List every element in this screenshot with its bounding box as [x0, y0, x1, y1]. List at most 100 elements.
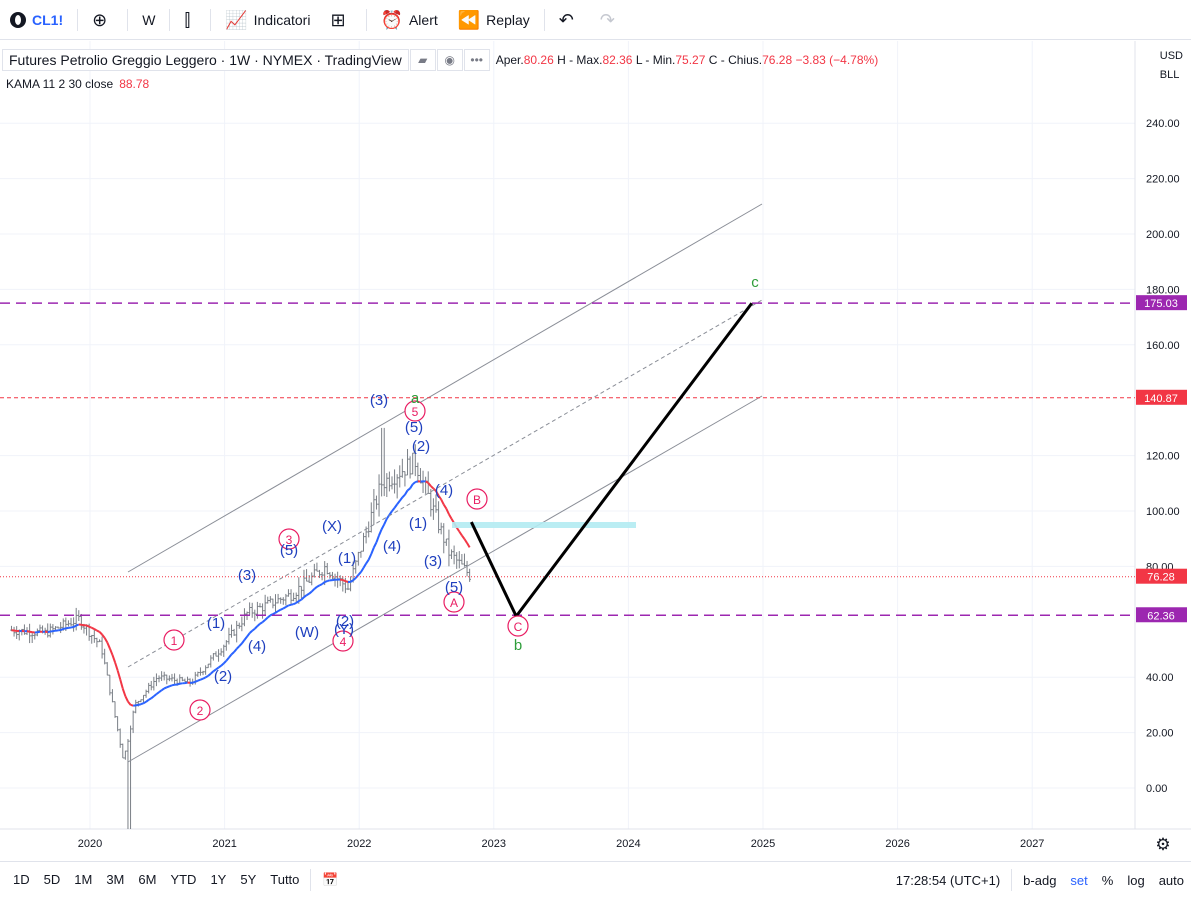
source-code-button[interactable]: ▰ [409, 49, 436, 71]
layouts-button[interactable]: ⊞ [320, 0, 361, 40]
price-axis[interactable]: 240.00 220.00 200.00 180.00 160.00 120.00 100.… [1136, 118, 1187, 795]
log-toggle[interactable]: log [1127, 872, 1145, 888]
alarm-clock-icon: ⏰ [380, 9, 403, 30]
kama-line [140, 702, 144, 706]
wave-circle [163, 629, 185, 651]
kama-line [207, 672, 212, 677]
kama-line [391, 507, 396, 512]
price-badge [1136, 607, 1187, 623]
kama-line [282, 606, 287, 610]
kama-line [435, 490, 440, 497]
chart-type-button[interactable]: ⫿ [174, 0, 206, 40]
kama-line [155, 691, 160, 695]
kama-line [383, 518, 388, 525]
adjust-toggle[interactable]: b-adg [1023, 872, 1057, 888]
wave-labels: 1 2 3 4 5 A B C (1) (2) (3) (4) (5) (1) (2) (3) (4) (5) (W… [163, 274, 759, 721]
kama-line [215, 666, 220, 671]
kama-line [212, 668, 217, 673]
session-toggle[interactable]: set [1070, 872, 1088, 888]
kama-line [269, 613, 274, 617]
kama-line [220, 662, 225, 667]
range-6m[interactable]: 6M [138, 872, 157, 887]
wave-label: 2 [197, 704, 204, 718]
top-toolbar: CL1! ⊕ W ⫿ 📈 Indicatori ⊞ ⏰ Alert ⏪ Repl… [0, 0, 1191, 40]
kama-line [448, 513, 453, 520]
range-3m[interactable]: 3M [106, 872, 125, 887]
kama-line [230, 651, 235, 656]
price-tick: 0.00 [1146, 783, 1167, 795]
currency-label[interactable]: USD [1159, 50, 1183, 62]
redo-button[interactable]: ↷ [590, 0, 631, 40]
wave-label: (3) [424, 553, 442, 570]
wave-label: (Y) [334, 621, 354, 638]
alert-button[interactable]: ⏰ Alert [371, 0, 448, 40]
open-label: Aper. [495, 53, 524, 67]
kama-line [251, 627, 256, 632]
indicator-legend[interactable]: KAMA 11 2 30 close 88.78 [6, 77, 149, 91]
kama-line [388, 510, 393, 516]
kama-line [228, 653, 233, 659]
range-tutto[interactable]: Tutto [270, 872, 300, 887]
kama-line [290, 603, 294, 606]
range-1y[interactable]: 1Y [210, 872, 227, 887]
indicators-label: Indicatori [253, 11, 311, 28]
kama-line [324, 580, 328, 583]
kama-line [461, 534, 466, 540]
interval-button[interactable]: W [142, 11, 156, 28]
kama-line [398, 496, 404, 502]
toolbar-divider [210, 8, 212, 31]
time-axis[interactable]: 2020 2021 2022 2023 2024 2025 2026 2027 [78, 838, 1045, 850]
legend-title[interactable]: Futures Petrolio Greggio Leggero · 1W · … [2, 49, 409, 71]
indicator-name: KAMA 11 2 30 close [6, 77, 114, 91]
kama-line [26, 630, 30, 633]
range-1m[interactable]: 1M [74, 872, 93, 887]
clock[interactable]: 17:28:54 (UTC+1) [895, 872, 1001, 888]
calendar-icon: 📅 [322, 871, 339, 887]
wave-label: b [514, 637, 522, 654]
symbol-search[interactable]: CL1! [0, 0, 73, 40]
more-icon: ••• [470, 53, 483, 67]
replay-button[interactable]: ⏪ Replay [448, 0, 540, 40]
price-badge [1136, 389, 1187, 405]
kama-line [210, 670, 215, 675]
time-tick: 2020 [78, 838, 102, 850]
undo-button[interactable]: ↶ [549, 0, 590, 40]
range-1d[interactable]: 1D [13, 872, 30, 887]
more-button[interactable]: ••• [463, 49, 490, 71]
kama-line [313, 586, 318, 590]
kama-line [192, 680, 196, 684]
kama-line [455, 527, 461, 533]
kama-line [130, 703, 134, 707]
currency-unit[interactable]: USD BLL [1160, 47, 1183, 85]
visibility-button[interactable]: ◉ [436, 49, 463, 71]
compare-button[interactable]: ⊕ [82, 0, 123, 40]
time-tick: 2025 [751, 838, 775, 850]
indicator-value: 88.78 [119, 77, 150, 91]
auto-toggle[interactable]: auto [1158, 872, 1184, 888]
symbol-logo-icon [10, 11, 26, 28]
kama-line [91, 626, 95, 630]
range-5d[interactable]: 5D [43, 872, 61, 887]
percent-toggle[interactable]: % [1101, 872, 1114, 888]
kama-line [127, 700, 132, 706]
wave-label: (2) [336, 613, 354, 630]
range-ytd[interactable]: YTD [170, 872, 197, 887]
kama-line [440, 498, 445, 505]
unit-label[interactable]: BLL [1159, 69, 1180, 81]
replay-label: Replay [486, 11, 530, 28]
chart-pane[interactable]: 1 2 3 4 5 A B C (1) (2) (3) (4) (5) (1) (2) (3) (4) (5) (W… [0, 41, 1191, 861]
wave-label: (4) [435, 482, 453, 499]
kama-line [197, 678, 201, 682]
wave-circle [507, 615, 529, 637]
indicators-button[interactable]: 📈 Indicatori [215, 0, 320, 40]
gear-icon[interactable]: ⚙ [1155, 835, 1170, 854]
kama-line [138, 703, 142, 706]
kama-line [217, 664, 222, 669]
goto-date-button[interactable]: 📅 [315, 872, 345, 888]
kama-line [166, 685, 170, 689]
kama-line [303, 594, 308, 598]
price-chart[interactable]: 1 2 3 4 5 A B C (1) (2) (3) (4) (5) (1) (2) (3) (4) (5) (W… [0, 41, 1191, 861]
kama-line [352, 577, 357, 582]
range-5y[interactable]: 5Y [240, 872, 257, 887]
toolbar-divider [543, 8, 545, 31]
